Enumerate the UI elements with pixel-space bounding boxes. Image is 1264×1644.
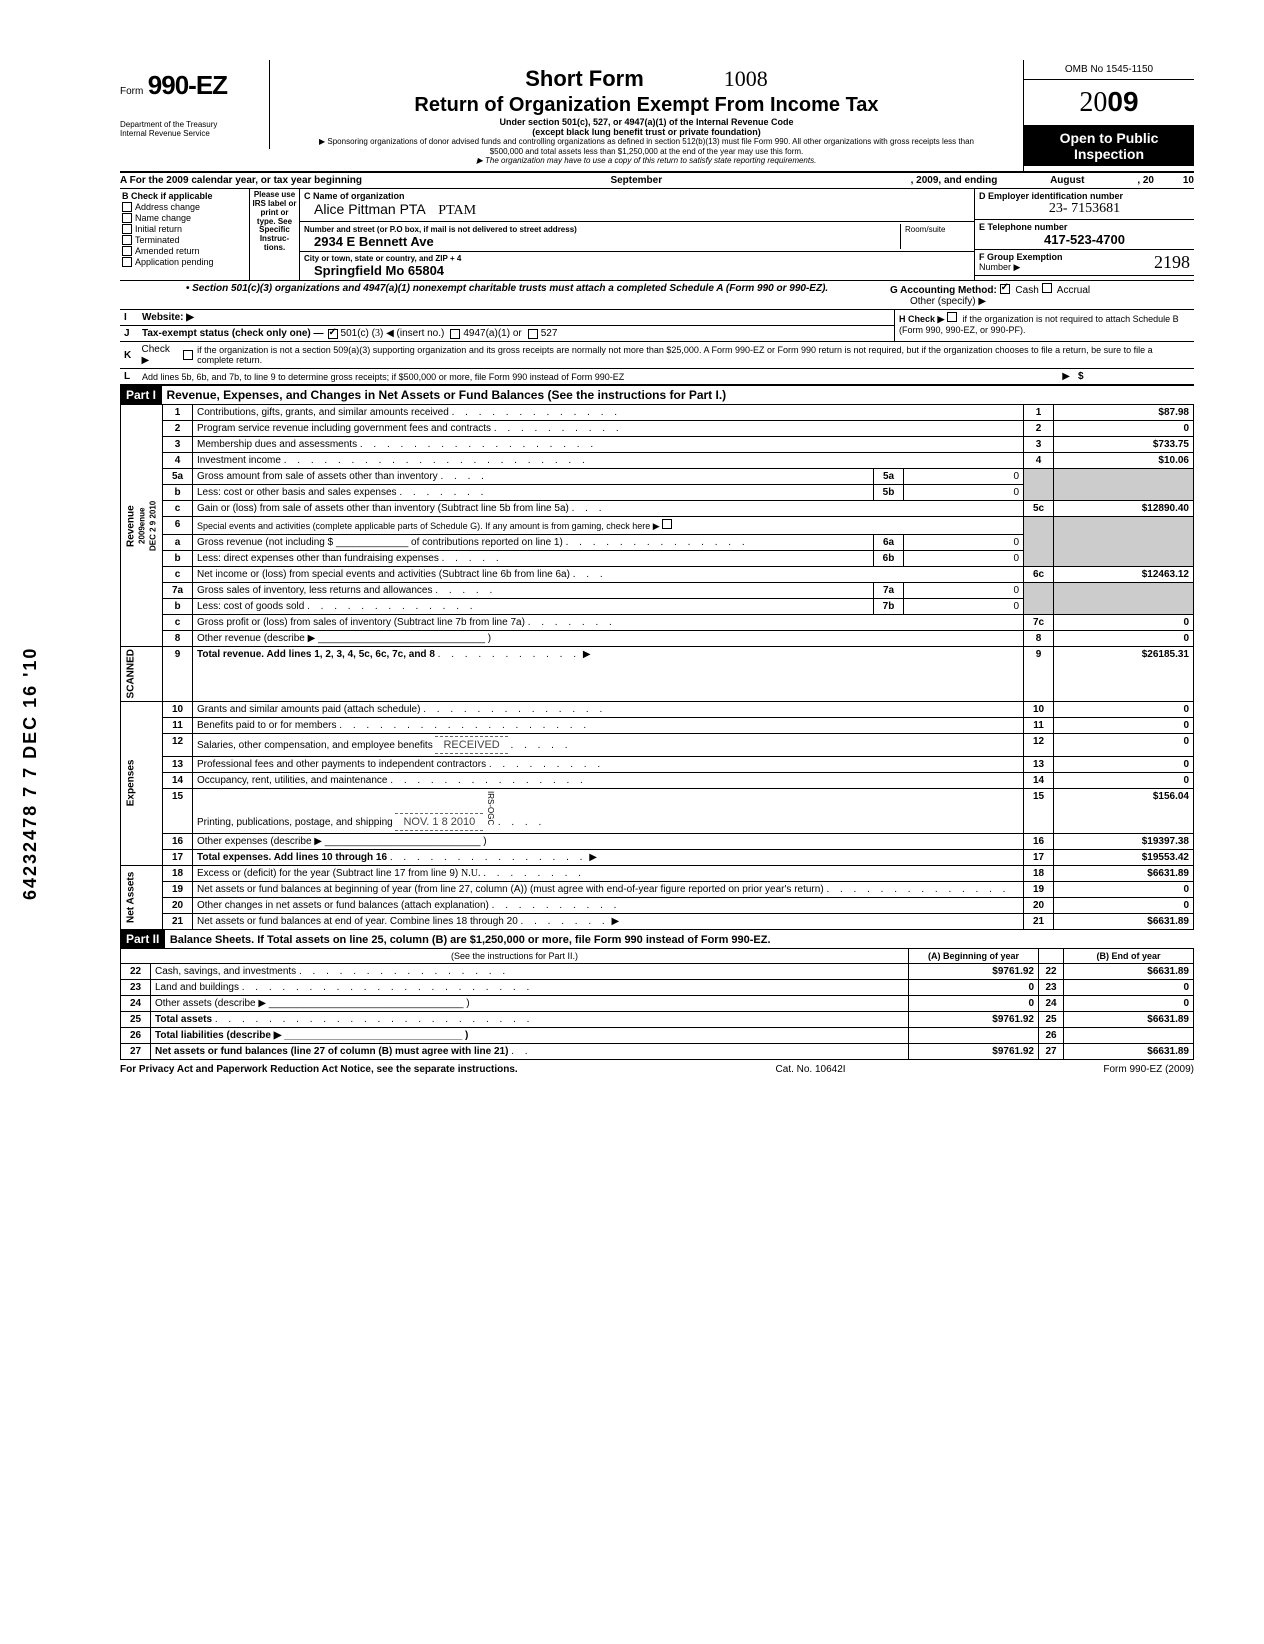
line-3-value: $733.75	[1054, 437, 1194, 453]
line-26-b	[1064, 1027, 1194, 1043]
row-l: L Add lines 5b, 6b, and 7b, to line 9 to…	[120, 369, 1194, 385]
line-25-a: $9761.92	[909, 1011, 1039, 1027]
line-6c-value: $12463.12	[1054, 567, 1194, 583]
checkbox-527[interactable]	[528, 329, 538, 339]
line-25-b: $6631.89	[1064, 1011, 1194, 1027]
form-label: Form	[120, 86, 143, 97]
line-24-b: 0	[1064, 995, 1194, 1011]
line-12-value: 0	[1054, 733, 1194, 756]
city-state-zip: Springfield Mo 65804	[314, 263, 461, 278]
checkbox-initial-return[interactable]	[122, 224, 132, 234]
line-6a-value: 0	[904, 535, 1024, 551]
line-2-value: 0	[1054, 421, 1194, 437]
checkbox-name-change[interactable]	[122, 213, 132, 223]
omb-number: OMB No 1545-1150	[1024, 60, 1194, 80]
checkbox-gaming[interactable]	[662, 519, 672, 529]
line-11-value: 0	[1054, 717, 1194, 733]
line-23-a: 0	[909, 979, 1039, 995]
open-to-public: Open to Public Inspection	[1024, 126, 1194, 166]
line-27-b: $6631.89	[1064, 1043, 1194, 1059]
checkbox-address-change[interactable]	[122, 202, 132, 212]
line-1-value: $87.98	[1054, 405, 1194, 421]
checkbox-k[interactable]	[183, 350, 193, 360]
info-block: B Check if applicable Address change Nam…	[120, 189, 1194, 281]
checkbox-terminated[interactable]	[122, 235, 132, 245]
line-22-b: $6631.89	[1064, 963, 1194, 979]
part-2-header: Part II Balance Sheets. If Total assets …	[120, 930, 1194, 948]
line-27-a: $9761.92	[909, 1043, 1039, 1059]
checkbox-pending[interactable]	[122, 257, 132, 267]
short-form-title: Short Form	[525, 66, 644, 92]
line-19-value: 0	[1054, 881, 1194, 897]
line-22-a: $9761.92	[909, 963, 1039, 979]
group-exemption-number: 2198	[1154, 252, 1190, 273]
line-21-value: $6631.89	[1054, 913, 1194, 929]
org-name: Alice Pittman PTA	[314, 201, 426, 217]
form-number: 990-EZ	[148, 70, 227, 100]
telephone: 417-523-4700	[979, 232, 1190, 247]
form-header: Form 990-EZ Department of the Treasury I…	[120, 60, 1194, 173]
received-stamp: RECEIVED	[435, 736, 507, 754]
checkbox-schedule-b-not-required[interactable]	[947, 312, 957, 322]
line-24-a: 0	[909, 995, 1039, 1011]
line-5a-value: 0	[904, 469, 1024, 485]
ein: 23- 7153681	[979, 201, 1190, 217]
line-7c-value: 0	[1054, 615, 1194, 631]
net-assets-side-label: Net Assets	[121, 865, 163, 929]
line-7a-value: 0	[904, 583, 1024, 599]
side-stamp: 64232478 7 7 DEC 16 '10	[20, 647, 41, 900]
subtitle-2: (except black lung benefit trust or priv…	[280, 127, 1013, 137]
expenses-side-label: Expenses	[121, 701, 163, 865]
line-17-value: $19553.42	[1054, 849, 1194, 865]
schedule-a-notice: • Section 501(c)(3) organizations and 49…	[120, 281, 1194, 310]
section-a-tax-year: A For the 2009 calendar year, or tax yea…	[120, 173, 1194, 189]
subtitle-1: Under section 501(c), 527, or 4947(a)(1)…	[280, 117, 1013, 127]
revenue-side-label: Revenue2009enueDEC 2 9 2010	[121, 405, 163, 647]
checkbox-cash[interactable]	[1000, 284, 1010, 294]
column-b-checkboxes: B Check if applicable Address change Nam…	[120, 189, 250, 280]
org-name-handwritten: PTAM	[438, 203, 476, 218]
header-desc-2: ▶ The organization may have to use a cop…	[280, 156, 1013, 165]
line-18-value: $6631.89	[1054, 865, 1194, 881]
right-header: OMB No 1545-1150 2009 Open to Public Ins…	[1024, 60, 1194, 166]
checkbox-amended[interactable]	[122, 246, 132, 256]
line-8-value: 0	[1054, 631, 1194, 647]
checkbox-accrual[interactable]	[1042, 283, 1052, 293]
form-990ez: Form 990-EZ Department of the Treasury I…	[0, 0, 1264, 1099]
received-date-stamp: NOV. 1 8 2010	[395, 813, 483, 831]
line-5c-value: $12890.40	[1054, 501, 1194, 517]
checkbox-4947[interactable]	[450, 329, 460, 339]
header-desc-1: ▶ Sponsoring organizations of donor advi…	[280, 137, 1013, 156]
main-title: Return of Organization Exempt From Incom…	[280, 94, 1013, 117]
part-1-header: Part I Revenue, Expenses, and Changes in…	[120, 385, 1194, 404]
tax-year: 2009	[1024, 80, 1194, 126]
scanned-stamp: SCANNED	[121, 647, 163, 701]
please-use-irs-label: Please use IRS label or print or type. S…	[250, 189, 300, 280]
part-1-table: Revenue2009enueDEC 2 9 2010 1 Contributi…	[120, 404, 1194, 930]
line-23-b: 0	[1064, 979, 1194, 995]
balance-sheet-table: (See the instructions for Part II.) (A) …	[120, 948, 1194, 1060]
line-7b-value: 0	[904, 599, 1024, 615]
address-block: C Name of organization Alice Pittman PTA…	[300, 189, 974, 280]
line-16-value: $19397.38	[1054, 833, 1194, 849]
title-block: Short Form 1008 Return of Organization E…	[270, 60, 1024, 171]
column-right-ids: D Employer identification number 23- 715…	[974, 189, 1194, 280]
line-15-value: $156.04	[1054, 788, 1194, 833]
line-9-value: $26185.31	[1054, 647, 1194, 701]
line-20-value: 0	[1054, 897, 1194, 913]
handwritten-1008: 1008	[724, 66, 768, 92]
line-4-value: $10.06	[1054, 453, 1194, 469]
form-footer: For Privacy Act and Paperwork Reduction …	[120, 1060, 1194, 1079]
checkbox-501c[interactable]	[328, 329, 338, 339]
row-k: K Check ▶ if the organization is not a s…	[120, 342, 1194, 369]
line-26-a	[909, 1027, 1039, 1043]
line-6b-value: 0	[904, 551, 1024, 567]
dept-treasury: Department of the Treasury Internal Reve…	[120, 121, 269, 139]
line-5b-value: 0	[904, 485, 1024, 501]
street-address: 2934 E Bennett Ave	[314, 234, 900, 249]
line-10-value: 0	[1054, 701, 1194, 717]
line-13-value: 0	[1054, 756, 1194, 772]
line-14-value: 0	[1054, 772, 1194, 788]
form-number-block: Form 990-EZ Department of the Treasury I…	[120, 60, 270, 149]
